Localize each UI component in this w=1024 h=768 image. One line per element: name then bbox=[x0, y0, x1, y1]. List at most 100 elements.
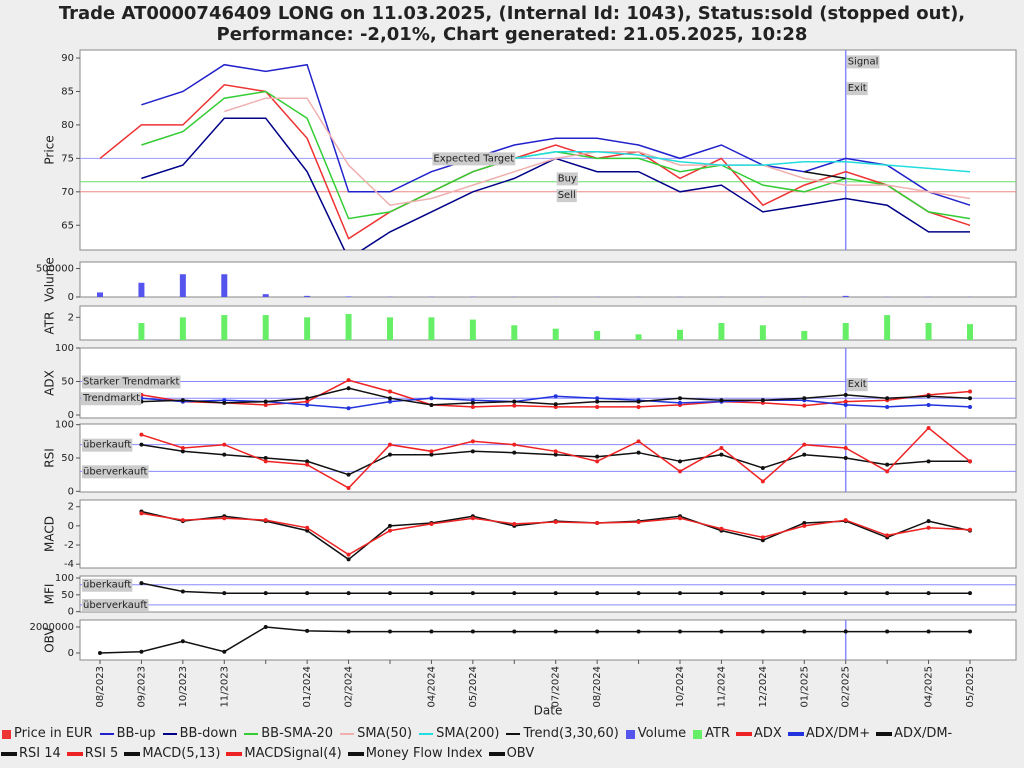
x-tick-label: 10/2023 bbox=[178, 666, 189, 708]
annotation: Exit bbox=[848, 379, 867, 390]
point bbox=[760, 466, 765, 470]
point bbox=[678, 400, 682, 405]
point bbox=[222, 400, 227, 405]
legend-label: ADX/DM- bbox=[894, 726, 953, 741]
point bbox=[636, 439, 641, 444]
x-tick-label: 10/2024 bbox=[675, 666, 686, 708]
y-axis-label: Volume bbox=[43, 257, 57, 302]
annotation: Buy bbox=[558, 173, 577, 184]
panel bbox=[139, 509, 972, 562]
legend-label: Volume bbox=[637, 726, 687, 741]
point bbox=[222, 591, 227, 596]
chart: Trade AT0000746409 LONG on 11.03.2025, (… bbox=[29, 3, 1017, 718]
legend-swatch bbox=[419, 733, 434, 735]
y-tick-label: -2 bbox=[64, 540, 74, 551]
annotation: Exit bbox=[848, 83, 867, 94]
bar bbox=[511, 325, 518, 340]
y-tick-label: 50 bbox=[61, 453, 74, 464]
legend: Price in EUR BB-up BB-down BB-SMA-20 SMA(50)… bbox=[2, 724, 1022, 764]
point bbox=[885, 533, 890, 538]
bar bbox=[842, 323, 849, 340]
point bbox=[926, 459, 931, 464]
point bbox=[885, 404, 890, 409]
point bbox=[263, 518, 268, 523]
bar bbox=[469, 319, 476, 340]
series-line bbox=[99, 83, 971, 240]
point bbox=[719, 398, 724, 403]
point bbox=[719, 452, 724, 457]
point bbox=[512, 403, 517, 408]
point bbox=[470, 400, 475, 405]
plot-area bbox=[79, 305, 1017, 341]
legend-item: SMA(50) bbox=[340, 724, 412, 744]
bar bbox=[138, 282, 145, 297]
y-axis-label: MFI bbox=[43, 584, 57, 605]
legend-label: SMA(200) bbox=[436, 726, 500, 741]
point bbox=[346, 557, 351, 562]
point bbox=[843, 446, 848, 450]
point bbox=[553, 520, 558, 525]
point bbox=[470, 404, 475, 409]
point bbox=[719, 629, 724, 634]
point bbox=[968, 527, 972, 532]
bar bbox=[594, 330, 601, 340]
legend-swatch bbox=[227, 753, 242, 755]
legend-swatch bbox=[2, 753, 16, 755]
plot-area bbox=[79, 499, 1017, 569]
legend-swatch bbox=[244, 733, 259, 735]
legend-swatch bbox=[788, 733, 803, 735]
y-tick-label: 500000 bbox=[36, 264, 74, 275]
point bbox=[305, 459, 310, 464]
point bbox=[346, 552, 351, 557]
point bbox=[139, 432, 144, 437]
y-tick-label: 2 bbox=[68, 502, 74, 513]
point bbox=[802, 591, 807, 596]
point bbox=[305, 399, 310, 404]
point bbox=[512, 450, 517, 455]
x-tick-label: 02/2024 bbox=[344, 666, 355, 708]
point bbox=[429, 452, 434, 457]
bar bbox=[801, 330, 808, 340]
legend-item: MACD(5,13) bbox=[125, 744, 220, 764]
annotation: Starker Trendmarkt bbox=[83, 376, 180, 387]
annotation-bg bbox=[556, 172, 578, 186]
point bbox=[926, 591, 931, 596]
bar bbox=[179, 274, 186, 297]
point bbox=[180, 398, 185, 403]
y-tick-label: 50 bbox=[61, 590, 74, 601]
legend-label: Price in EUR bbox=[14, 726, 93, 741]
point bbox=[553, 629, 558, 634]
annotation-bg bbox=[82, 578, 133, 592]
panel bbox=[80, 50, 1016, 250]
bar bbox=[635, 334, 642, 340]
y-tick-label: 0 bbox=[68, 410, 74, 421]
legend-swatch bbox=[340, 733, 355, 735]
bar bbox=[345, 296, 352, 297]
legend-swatch bbox=[625, 729, 635, 739]
y-tick-label: 100 bbox=[55, 420, 74, 431]
annotation-bg bbox=[82, 375, 181, 389]
annotation: Trendmarkt bbox=[82, 393, 140, 404]
x-tick-label: 08/2023 bbox=[95, 666, 106, 708]
y-axis-label: MACD bbox=[43, 516, 57, 552]
point bbox=[512, 591, 517, 596]
x-tick-label: 02/2025 bbox=[841, 666, 852, 708]
y-tick-label: 100 bbox=[55, 343, 74, 354]
legend-item: ADX/DM- bbox=[877, 724, 952, 744]
point bbox=[926, 402, 931, 407]
legend-label: MACDSignal(4) bbox=[244, 746, 342, 761]
point bbox=[388, 389, 392, 394]
panel bbox=[80, 581, 1016, 606]
point bbox=[180, 446, 185, 450]
point bbox=[678, 396, 682, 401]
y-tick-label: 2000000 bbox=[29, 622, 74, 633]
y-tick-label: 0 bbox=[68, 607, 74, 618]
plot-area bbox=[79, 619, 1017, 661]
point bbox=[429, 591, 434, 596]
legend-item: Money Flow Index bbox=[348, 744, 483, 764]
point bbox=[305, 396, 310, 401]
bar bbox=[262, 294, 269, 297]
legend-label: Trend(3,30,60) bbox=[523, 726, 619, 741]
point bbox=[263, 625, 268, 630]
